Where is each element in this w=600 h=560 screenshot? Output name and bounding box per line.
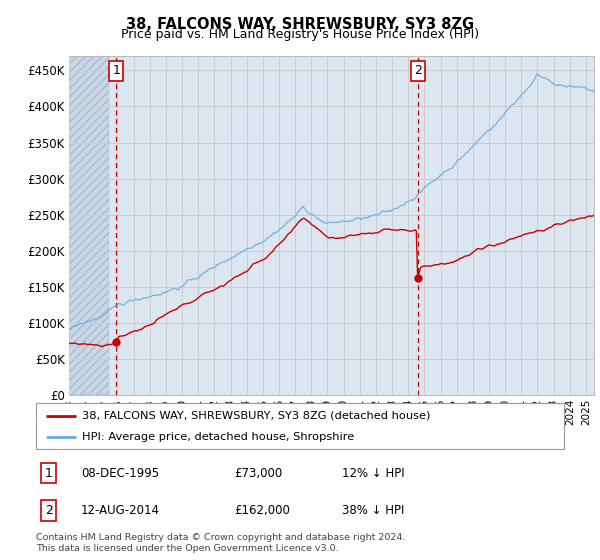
FancyBboxPatch shape (36, 403, 564, 449)
Text: 12-AUG-2014: 12-AUG-2014 (81, 504, 160, 517)
Text: 08-DEC-1995: 08-DEC-1995 (81, 466, 159, 480)
Text: 38, FALCONS WAY, SHREWSBURY, SY3 8ZG (detached house): 38, FALCONS WAY, SHREWSBURY, SY3 8ZG (de… (82, 410, 431, 421)
Text: HPI: Average price, detached house, Shropshire: HPI: Average price, detached house, Shro… (82, 432, 355, 442)
Text: 2: 2 (44, 504, 53, 517)
Text: Contains HM Land Registry data © Crown copyright and database right 2024.
This d: Contains HM Land Registry data © Crown c… (36, 533, 406, 553)
Text: £162,000: £162,000 (234, 504, 290, 517)
Text: 1: 1 (112, 64, 120, 77)
Text: 38, FALCONS WAY, SHREWSBURY, SY3 8ZG: 38, FALCONS WAY, SHREWSBURY, SY3 8ZG (126, 17, 474, 32)
Text: Price paid vs. HM Land Registry's House Price Index (HPI): Price paid vs. HM Land Registry's House … (121, 28, 479, 41)
Text: £73,000: £73,000 (234, 466, 282, 480)
Text: 1: 1 (44, 466, 53, 480)
Text: 2: 2 (415, 64, 422, 77)
Text: 12% ↓ HPI: 12% ↓ HPI (342, 466, 404, 480)
Text: 38% ↓ HPI: 38% ↓ HPI (342, 504, 404, 517)
